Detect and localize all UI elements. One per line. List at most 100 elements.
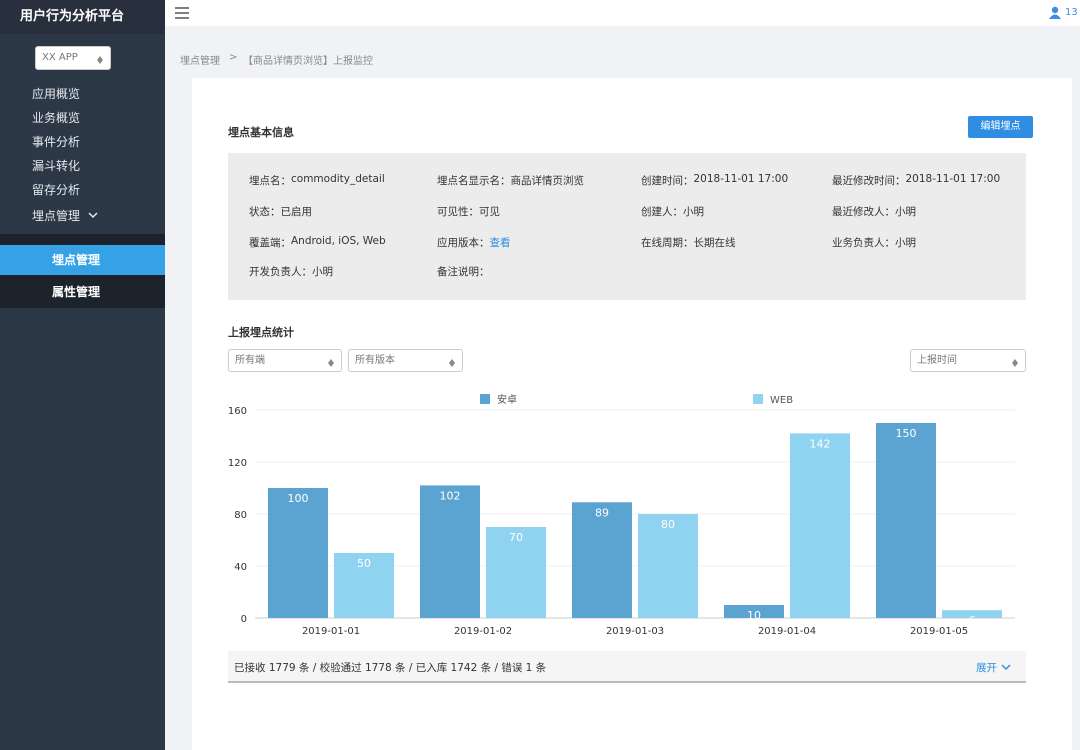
chevron-icon xyxy=(1001,664,1011,671)
info-field: 创建时间： 2018-11-01 17:00 xyxy=(641,173,788,188)
info-field: 创建人： 小明 xyxy=(641,204,704,219)
y-tick-label: 120 xyxy=(228,458,247,469)
bar xyxy=(638,514,698,618)
field-value: 2018-11-01 17:00 xyxy=(693,173,789,185)
menu-item[interactable]: 埋点管理 xyxy=(32,209,81,223)
content-panel: 埋点基本信息 编辑埋点 埋点名： commodity_detail 埋点名显示名：商… xyxy=(192,78,1072,750)
info-field: 业务负责人： 小明 xyxy=(832,235,916,250)
value-label: 50 xyxy=(357,557,371,570)
x-tick-label: 2019-01-01 xyxy=(302,626,360,637)
y-tick-label: 0 xyxy=(241,614,247,625)
time-filter[interactable]: 上报时间 xyxy=(910,349,1026,372)
field-label: 备注说明： xyxy=(437,266,490,278)
app-select[interactable]: XX APP xyxy=(35,46,111,70)
legend-label: WEB xyxy=(770,395,793,406)
info-field: 在线周期： 长期在线 xyxy=(641,235,736,250)
menu-toggle[interactable] xyxy=(175,7,189,19)
summary-text: 已接收 1779 条 / 校验通过 1778 条 / 已入库 1742 条 / … xyxy=(234,662,547,674)
field-label: 开发负责人： xyxy=(249,266,312,278)
field-label: 在线周期： xyxy=(641,237,694,249)
field-value: 长期在线 xyxy=(693,237,736,249)
summary-bar: 已接收 1779 条 / 校验通过 1778 条 / 已入库 1742 条 / … xyxy=(228,651,1026,683)
field-value: 2018-11-01 17:00 xyxy=(905,173,1001,185)
field-label: 最近修改人： xyxy=(832,206,895,218)
y-tick-label: 160 xyxy=(228,406,247,417)
bar xyxy=(942,610,1002,618)
section-title: 埋点基本信息 xyxy=(228,126,294,139)
x-tick-label: 2019-01-02 xyxy=(454,626,512,637)
field-value: 小明 xyxy=(312,266,333,278)
version-filter[interactable]: 所有版本 xyxy=(348,349,463,372)
menu-item[interactable]: 业务概览 xyxy=(32,111,81,125)
bar xyxy=(486,527,546,618)
bar xyxy=(876,423,936,618)
info-field: 最近修改人： 小明 xyxy=(832,204,916,219)
user-icon[interactable] xyxy=(1049,6,1061,19)
platform-filter[interactable]: 所有端 xyxy=(228,349,342,372)
info-field: 应用版本： 查看 xyxy=(437,235,511,250)
field-label: 业务负责人： xyxy=(832,237,895,249)
field-value: 已启用 xyxy=(280,206,313,218)
value-label: 89 xyxy=(595,506,609,519)
info-field: 埋点名显示名： 商品详情页浏览 xyxy=(437,173,584,188)
field-label: 创建人： xyxy=(641,206,683,218)
field-label: 状态： xyxy=(249,206,281,218)
field-label: 可见性： xyxy=(437,206,479,218)
bar xyxy=(572,502,632,618)
bar xyxy=(268,488,328,618)
legend-swatch xyxy=(480,394,490,404)
x-tick-label: 2019-01-05 xyxy=(910,626,968,637)
value-label: 100 xyxy=(288,492,309,505)
field-value: 小明 xyxy=(683,206,704,218)
field-value: 小明 xyxy=(895,237,916,249)
legend-label: 安卓 xyxy=(497,393,517,406)
chart: 0 40 80 120 160 安卓 WEB 2019-01-01 100 50 2019-01-0… xyxy=(228,393,1015,637)
field-link[interactable]: 查看 xyxy=(489,237,511,249)
topbar: 13 xyxy=(165,0,1080,26)
info-box: 埋点名： commodity_detail 埋点名显示名： 商品详情页浏览 创建时间： 2… xyxy=(228,153,1026,300)
info-field: 覆盖端： Android, iOS, Web xyxy=(249,235,386,250)
y-tick-label: 40 xyxy=(234,562,247,573)
info-field: 开发负责人： 小明 xyxy=(249,264,333,279)
field-label: 应用版本： xyxy=(437,237,490,249)
info-field: 最近修改时间： 2018-11-01 17:00 xyxy=(832,173,1000,188)
chevron-icon xyxy=(88,212,98,219)
field-value: 小明 xyxy=(895,206,916,218)
value-label: 142 xyxy=(810,437,831,450)
menu-item[interactable]: 漏斗转化 xyxy=(32,159,81,173)
field-label: 埋点名： xyxy=(249,175,291,187)
x-tick-label: 2019-01-04 xyxy=(758,626,816,637)
edit-button[interactable]: 编辑埋点 xyxy=(968,116,1033,138)
info-field: 可见性： 可见 xyxy=(437,204,500,219)
user-name[interactable]: 13 xyxy=(1065,7,1078,18)
field-value: commodity_detail xyxy=(291,173,385,185)
value-label: 10 xyxy=(747,609,761,622)
bar xyxy=(790,433,850,618)
submenu-item[interactable]: 属性管理 xyxy=(52,285,101,299)
submenu-item-active[interactable]: 埋点管理 xyxy=(0,245,165,275)
info-field: 备注说明： xyxy=(437,264,490,279)
field-value: 商品详情页浏览 xyxy=(510,175,585,187)
breadcrumb-current: 【商品详情页浏览】上报监控 xyxy=(243,56,373,67)
field-label: 创建时间： xyxy=(641,175,694,187)
value-label: 70 xyxy=(509,531,523,544)
bar xyxy=(334,553,394,618)
sidebar: 用户行为分析平台 XX APP 应用概览业务概览事件分析漏斗转化留存分析埋点管理… xyxy=(0,0,165,750)
bar xyxy=(420,485,480,618)
breadcrumb-separator: > xyxy=(229,52,238,63)
info-field: 状态： 已启用 xyxy=(249,204,312,219)
field-label: 最近修改时间： xyxy=(832,175,906,187)
expand-link[interactable]: 展开 xyxy=(976,662,997,674)
menu-item[interactable]: 事件分析 xyxy=(32,135,81,149)
breadcrumb-parent[interactable]: 埋点管理 xyxy=(180,56,220,67)
bar xyxy=(724,605,784,618)
value-label: 102 xyxy=(440,489,461,502)
y-tick-label: 80 xyxy=(234,510,247,521)
legend-swatch xyxy=(753,394,763,404)
menu-item[interactable]: 应用概览 xyxy=(32,87,81,101)
menu-item[interactable]: 留存分析 xyxy=(32,183,81,197)
info-field: 埋点名： commodity_detail xyxy=(249,173,385,188)
field-value: 可见 xyxy=(479,206,500,218)
app-title: 用户行为分析平台 xyxy=(0,0,165,34)
